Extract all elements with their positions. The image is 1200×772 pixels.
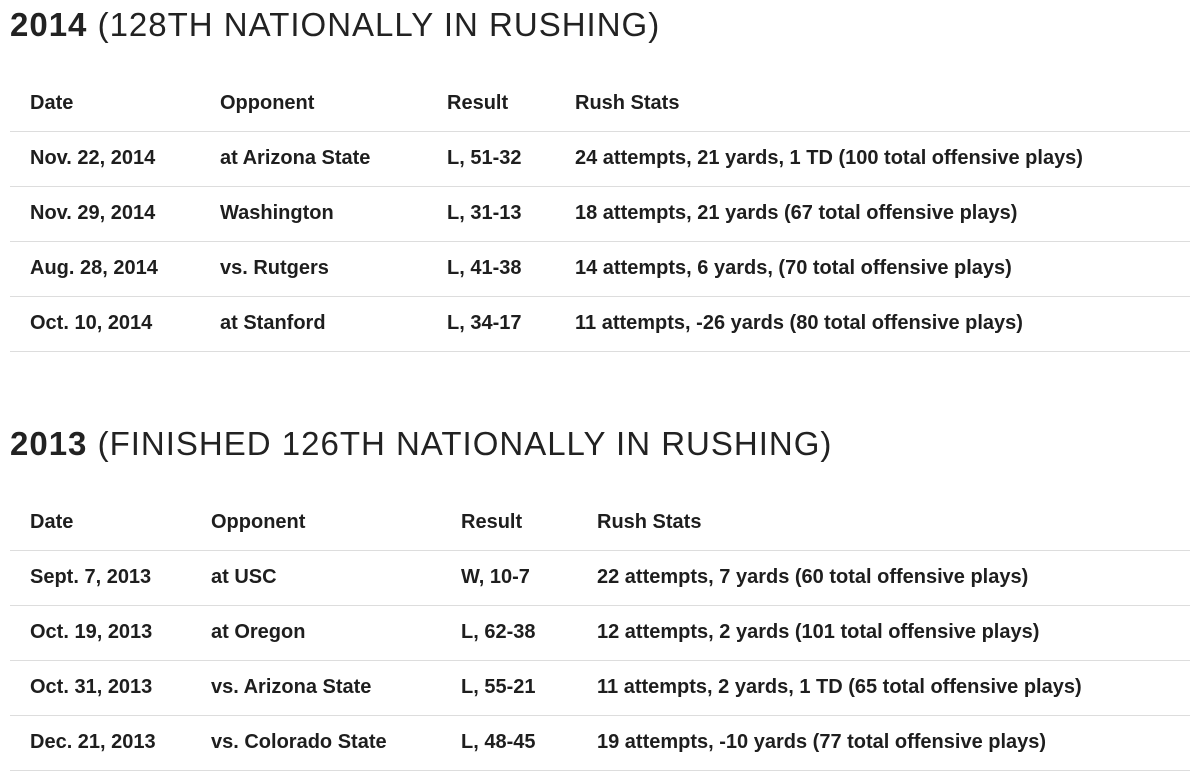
table-cell: 24 attempts, 21 yards, 1 TD (100 total o… [575,147,1083,169]
table-cell: at USC [211,566,277,588]
table-cell: W, 10-7 [461,566,530,588]
column-header: Date [30,511,74,533]
table-header-row: Date Opponent Result Rush Stats [10,495,1190,551]
table-row: Sept. 7, 2013 at USC W, 10-7 22 attempts, 7… [10,550,1190,606]
table-cell: L, 55-21 [461,676,536,698]
section-heading: 2013 (FINISHED 126TH NATIONALLY IN RUSHI… [10,424,832,464]
table-row: Oct. 31, 2013 vs. Arizona State L, 55-21 11… [10,660,1190,716]
table-cell: L, 62-38 [461,621,536,643]
table-cell: Sept. 7, 2013 [30,566,152,588]
table-cell: L, 41-38 [447,257,522,279]
table-cell: Oct. 10, 2014 [30,312,153,334]
table-row: Nov. 29, 2014 Washington L, 31-13 18 attemp… [10,186,1190,242]
column-header: Rush Stats [597,511,702,533]
table-row: Oct. 10, 2014 at Stanford L, 34-17 11 attem… [10,296,1190,352]
table-cell: 14 attempts, 6 yards, (70 total offensiv… [575,257,1012,279]
table-cell: Oct. 31, 2013 [30,676,153,698]
column-header: Result [461,511,523,533]
table-cell: 22 attempts, 7 yards (60 total offensive… [597,566,1029,588]
table-cell: Nov. 22, 2014 [30,147,156,169]
column-header: Opponent [211,511,306,533]
table-cell: Washington [220,202,334,224]
table-row: Dec. 21, 2013 vs. Colorado State L, 48-45 1… [10,715,1190,771]
table-cell: Aug. 28, 2014 [30,257,158,279]
table-row: Aug. 28, 2014 vs. Rutgers L, 41-38 14 attem… [10,241,1190,297]
table-cell: Dec. 21, 2013 [30,731,156,753]
column-header: Opponent [220,92,315,114]
table-cell: Nov. 29, 2014 [30,202,156,224]
table-cell: L, 48-45 [461,731,536,753]
heading-year: 2013 [10,425,88,462]
column-header: Result [447,92,509,114]
table-cell: at Stanford [220,312,326,334]
table-cell: at Oregon [211,621,306,643]
table-cell: L, 51-32 [447,147,522,169]
column-header: Rush Stats [575,92,680,114]
table-cell: 19 attempts, -10 yards (77 total offensi… [597,731,1047,753]
section-heading: 2014 (128TH NATIONALLY IN RUSHING) [10,5,660,45]
table-header-row: Date Opponent Result Rush Stats [10,76,1190,132]
table-cell: at Arizona State [220,147,371,169]
table-cell: 18 attempts, 21 yards (67 total offensiv… [575,202,1018,224]
table-cell: vs. Arizona State [211,676,372,698]
table-row: Nov. 22, 2014 at Arizona State L, 51-32 24 … [10,131,1190,187]
table-row: Oct. 19, 2013 at Oregon L, 62-38 12 attempt… [10,605,1190,661]
table-cell: Oct. 19, 2013 [30,621,153,643]
heading-note: (FINISHED 126TH NATIONALLY IN RUSHING) [97,425,833,462]
table-cell: 12 attempts, 2 yards (101 total offensiv… [597,621,1040,643]
table-cell: vs. Rutgers [220,257,329,279]
heading-note: (128TH NATIONALLY IN RUSHING) [97,6,661,43]
table-cell: vs. Colorado State [211,731,387,753]
table-cell: 11 attempts, -26 yards (80 total offensi… [575,312,1023,334]
column-header: Date [30,92,74,114]
heading-year: 2014 [10,6,88,43]
table-cell: L, 34-17 [447,312,522,334]
table-cell: 11 attempts, 2 yards, 1 TD (65 total off… [597,676,1082,698]
table-cell: L, 31-13 [447,202,522,224]
